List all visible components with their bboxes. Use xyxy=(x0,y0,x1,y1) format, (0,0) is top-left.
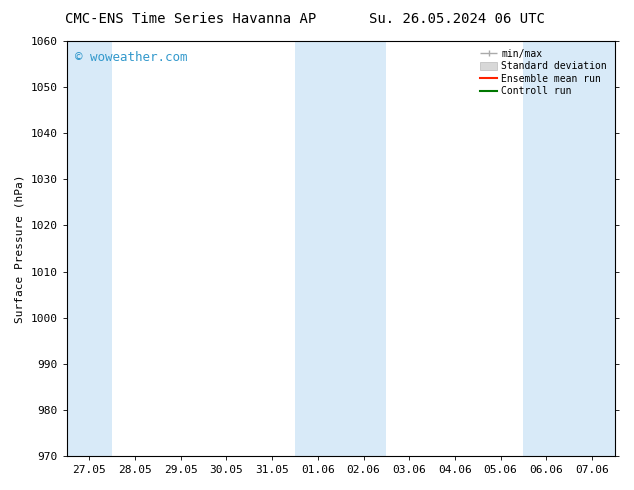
Text: CMC-ENS Time Series Havanna AP: CMC-ENS Time Series Havanna AP xyxy=(65,12,316,26)
Text: Su. 26.05.2024 06 UTC: Su. 26.05.2024 06 UTC xyxy=(368,12,545,26)
Bar xyxy=(524,41,615,456)
Bar xyxy=(295,41,386,456)
Legend: min/max, Standard deviation, Ensemble mean run, Controll run: min/max, Standard deviation, Ensemble me… xyxy=(477,46,610,99)
Y-axis label: Surface Pressure (hPa): Surface Pressure (hPa) xyxy=(15,174,25,323)
Text: © woweather.com: © woweather.com xyxy=(75,51,187,64)
Bar xyxy=(67,41,112,456)
